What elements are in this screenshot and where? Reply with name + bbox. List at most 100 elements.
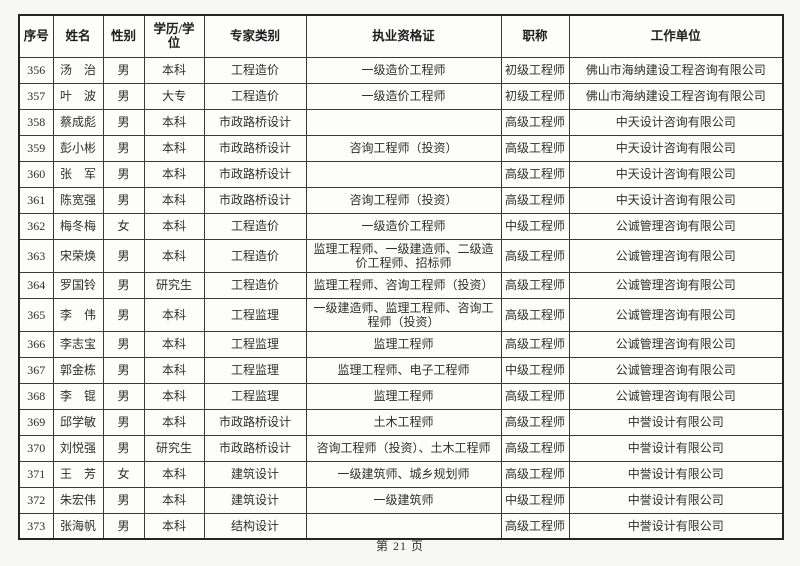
cell-education: 本科 xyxy=(143,512,205,540)
cell-name: 陈宽强 xyxy=(52,186,104,214)
cell-index: 360 xyxy=(18,160,54,188)
cell-name: 蔡成彪 xyxy=(52,108,104,136)
table-row: 372 朱宏伟男本科 建筑设计 一级建筑师 中级工程师 中誉设计有限公司 xyxy=(18,486,784,514)
cell-gender: 男 xyxy=(102,382,145,410)
cell-category: 市政路桥设计 xyxy=(203,186,307,214)
cell-license: 咨询工程师（投资） xyxy=(305,134,502,162)
cell-category: 工程造价 xyxy=(203,82,307,110)
cell-education: 本科 xyxy=(143,460,205,488)
header-gender: 性别 xyxy=(102,14,145,58)
cell-title: 初级工程师 xyxy=(500,56,570,84)
cell-name: 李 锟 xyxy=(52,382,104,410)
cell-employer: 中誉设计有限公司 xyxy=(568,408,784,436)
cell-index: 359 xyxy=(18,134,54,162)
cell-category: 市政路桥设计 xyxy=(203,434,307,462)
cell-category: 市政路桥设计 xyxy=(203,134,307,162)
cell-license xyxy=(305,108,502,136)
header-index: 序号 xyxy=(18,14,54,58)
table-row: 367 郭金栋男本科 工程监理 监理工程师、电子工程师 中级工程师 公诚管理咨询有限公司 xyxy=(18,356,784,384)
table-row: 360 张 军男本科 市政路桥设计 高级工程师 中天设计咨询有限公司 xyxy=(18,160,784,188)
cell-gender: 男 xyxy=(102,271,145,299)
cell-education: 本科 xyxy=(143,356,205,384)
cell-name: 郭金栋 xyxy=(52,356,104,384)
cell-index: 372 xyxy=(18,486,54,514)
cell-license: 监理工程师 xyxy=(305,330,502,358)
cell-name: 邱学敏 xyxy=(52,408,104,436)
cell-license: 监理工程师、一级建造师、二级造价工程师、招标师 xyxy=(305,238,502,273)
cell-employer: 中天设计咨询有限公司 xyxy=(568,108,784,136)
cell-category: 市政路桥设计 xyxy=(203,108,307,136)
table-row: 370 刘悦强男研究生 市政路桥设计 咨询工程师（投资）、土木工程师 高级工程师 中誉设计… xyxy=(18,434,784,462)
cell-license: 土木工程师 xyxy=(305,408,502,436)
cell-index: 369 xyxy=(18,408,54,436)
cell-gender: 女 xyxy=(102,212,145,240)
cell-employer: 佛山市海纳建设工程咨询有限公司 xyxy=(568,82,784,110)
cell-category: 建筑设计 xyxy=(203,486,307,514)
cell-name: 刘悦强 xyxy=(52,434,104,462)
header-name: 姓名 xyxy=(52,14,104,58)
cell-title: 高级工程师 xyxy=(500,271,570,299)
cell-license: 咨询工程师（投资）、土木工程师 xyxy=(305,434,502,462)
cell-education: 本科 xyxy=(143,330,205,358)
cell-title: 高级工程师 xyxy=(500,408,570,436)
cell-index: 364 xyxy=(18,271,54,299)
cell-employer: 中天设计咨询有限公司 xyxy=(568,134,784,162)
cell-title: 中级工程师 xyxy=(500,486,570,514)
cell-category: 市政路桥设计 xyxy=(203,408,307,436)
cell-license: 一级建筑师 xyxy=(305,486,502,514)
table-body: 356 汤 治男本科 工程造价 一级造价工程师 初级工程师 佛山市海纳建设工程咨询有限公司… xyxy=(18,56,784,540)
cell-education: 本科 xyxy=(143,160,205,188)
cell-employer: 中天设计咨询有限公司 xyxy=(568,160,784,188)
cell-education: 大专 xyxy=(143,82,205,110)
cell-education: 本科 xyxy=(143,297,205,332)
cell-license: 监理工程师、咨询工程师（投资） xyxy=(305,271,502,299)
cell-gender: 男 xyxy=(102,512,145,540)
cell-index: 361 xyxy=(18,186,54,214)
cell-index: 357 xyxy=(18,82,54,110)
cell-employer: 公诚管理咨询有限公司 xyxy=(568,212,784,240)
table-row: 357 叶 波男大专 工程造价 一级造价工程师 初级工程师 佛山市海纳建设工程咨询有限公司 xyxy=(18,82,784,110)
cell-name: 朱宏伟 xyxy=(52,486,104,514)
cell-title: 高级工程师 xyxy=(500,186,570,214)
cell-title: 中级工程师 xyxy=(500,212,570,240)
table-row: 366 李志宝男本科 工程监理 监理工程师 高级工程师 公诚管理咨询有限公司 xyxy=(18,330,784,358)
cell-employer: 公诚管理咨询有限公司 xyxy=(568,330,784,358)
cell-category: 结构设计 xyxy=(203,512,307,540)
cell-category: 工程造价 xyxy=(203,238,307,273)
cell-license: 一级造价工程师 xyxy=(305,82,502,110)
cell-license: 一级造价工程师 xyxy=(305,56,502,84)
cell-name: 李 伟 xyxy=(52,297,104,332)
cell-employer: 中誉设计有限公司 xyxy=(568,460,784,488)
cell-category: 工程监理 xyxy=(203,297,307,332)
cell-name: 梅冬梅 xyxy=(52,212,104,240)
header-category: 专家类别 xyxy=(203,14,307,58)
cell-employer: 中天设计咨询有限公司 xyxy=(568,186,784,214)
cell-gender: 男 xyxy=(102,356,145,384)
table-row: 364 罗国铃男研究生 工程造价 监理工程师、咨询工程师（投资） 高级工程师 公诚管理咨询… xyxy=(18,271,784,299)
cell-name: 汤 治 xyxy=(52,56,104,84)
cell-education: 研究生 xyxy=(143,434,205,462)
table-row: 362 梅冬梅女本科 工程造价 一级造价工程师 中级工程师 公诚管理咨询有限公司 xyxy=(18,212,784,240)
cell-title: 高级工程师 xyxy=(500,382,570,410)
cell-gender: 男 xyxy=(102,408,145,436)
cell-title: 高级工程师 xyxy=(500,512,570,540)
cell-index: 368 xyxy=(18,382,54,410)
cell-index: 356 xyxy=(18,56,54,84)
cell-gender: 男 xyxy=(102,486,145,514)
cell-employer: 中誉设计有限公司 xyxy=(568,486,784,514)
cell-index: 366 xyxy=(18,330,54,358)
cell-index: 358 xyxy=(18,108,54,136)
cell-education: 本科 xyxy=(143,238,205,273)
cell-name: 罗国铃 xyxy=(52,271,104,299)
cell-name: 李志宝 xyxy=(52,330,104,358)
cell-license: 咨询工程师（投资） xyxy=(305,186,502,214)
cell-name: 彭小彬 xyxy=(52,134,104,162)
cell-education: 本科 xyxy=(143,186,205,214)
cell-index: 367 xyxy=(18,356,54,384)
cell-education: 本科 xyxy=(143,486,205,514)
cell-category: 工程监理 xyxy=(203,330,307,358)
table-row: 359 彭小彬男本科 市政路桥设计 咨询工程师（投资） 高级工程师 中天设计咨询有限公司 xyxy=(18,134,784,162)
cell-employer: 公诚管理咨询有限公司 xyxy=(568,356,784,384)
header-title: 职称 xyxy=(500,14,570,58)
